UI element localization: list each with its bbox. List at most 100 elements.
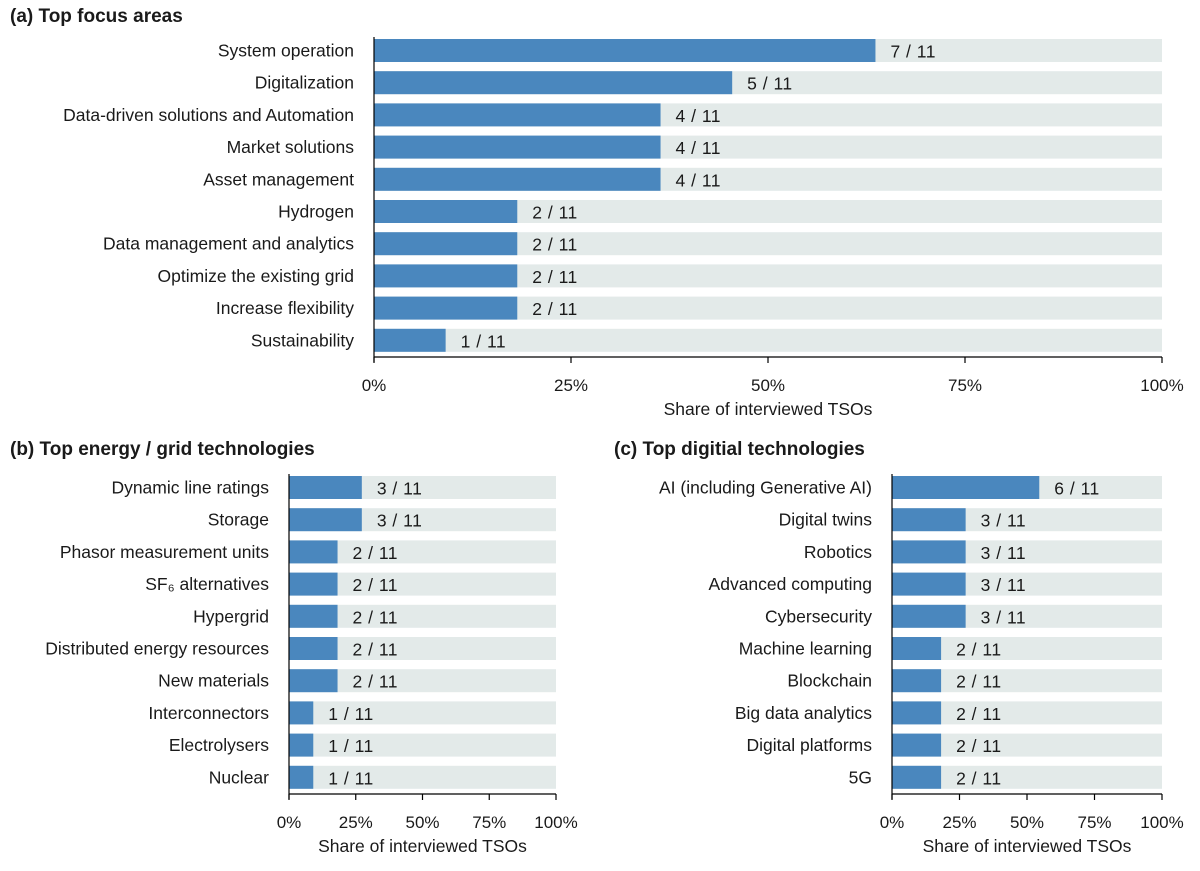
value-label: 2 / 11: [353, 575, 399, 595]
bar-row: Phasor measurement units 2 / 11: [60, 540, 556, 564]
category-label: Data-driven solutions and Automation: [63, 105, 354, 125]
x-tick-label: 75%: [948, 376, 982, 395]
bar-row: Electrolysers 1 / 11: [169, 733, 556, 757]
bar-row: Sustainability 1 / 11: [251, 328, 1162, 352]
value-label: 4 / 11: [676, 106, 722, 126]
chart-a: System operation 7 / 11 Digitalization 5 / …: [63, 37, 1184, 419]
bar-row: Increase flexibility 2 / 11: [216, 296, 1162, 320]
bar: [892, 637, 942, 660]
category-label: Nuclear: [209, 767, 269, 787]
category-label: Asset management: [203, 169, 354, 189]
bar-row: Data-driven solutions and Automation 4 / …: [63, 103, 1162, 127]
bar: [374, 167, 661, 191]
bar-row: Robotics 3 / 11: [804, 540, 1162, 564]
bar: [374, 232, 518, 256]
bar: [289, 637, 338, 660]
value-label: 3 / 11: [377, 479, 423, 499]
value-label: 2 / 11: [353, 672, 399, 692]
category-label: Robotics: [804, 542, 872, 562]
bar-row: Dynamic line ratings 3 / 11: [111, 476, 556, 499]
category-label: Digitalization: [255, 73, 354, 93]
category-label: AI (including Generative AI): [659, 478, 872, 498]
value-label: 2 / 11: [956, 768, 1002, 788]
value-label: 3 / 11: [981, 607, 1027, 627]
x-tick-label: 100%: [534, 813, 577, 832]
value-label: 3 / 11: [377, 511, 423, 531]
bar: [374, 296, 518, 320]
category-label: Phasor measurement units: [60, 542, 269, 562]
value-label: 2 / 11: [532, 267, 578, 287]
bar-row: Machine learning 2 / 11: [739, 637, 1162, 660]
bar-row: New materials 2 / 11: [158, 669, 556, 693]
bar-row: Blockchain 2 / 11: [787, 669, 1162, 693]
value-label: 4 / 11: [676, 138, 722, 158]
category-label: Advanced computing: [709, 574, 872, 594]
bar-row: Nuclear 1 / 11: [209, 765, 556, 789]
x-tick-label: 0%: [880, 813, 905, 832]
bar-row: Optimize the existing grid 2 / 11: [158, 264, 1162, 288]
category-label: Digital platforms: [747, 735, 873, 755]
bar-row: Market solutions 4 / 11: [227, 135, 1162, 159]
bar: [892, 669, 942, 693]
bar-track: [289, 637, 556, 660]
bar: [374, 200, 518, 223]
value-label: 2 / 11: [956, 672, 1002, 692]
value-label: 1 / 11: [328, 704, 374, 724]
value-label: 2 / 11: [353, 543, 399, 563]
bar-track: [289, 604, 556, 628]
bar-row: AI (including Generative AI) 6 / 11: [659, 476, 1162, 499]
value-label: 2 / 11: [532, 203, 578, 223]
bar-track: [374, 264, 1162, 288]
category-label: New materials: [158, 671, 269, 691]
bar-track: [892, 733, 1162, 757]
bar: [892, 572, 966, 596]
category-label: Increase flexibility: [216, 298, 354, 318]
bar-track: [374, 232, 1162, 256]
value-label: 1 / 11: [328, 736, 374, 756]
bar: [374, 103, 661, 127]
bar: [289, 604, 338, 628]
bar: [892, 540, 966, 564]
chart-c: AI (including Generative AI) 6 / 11 Digita…: [659, 474, 1184, 856]
value-label: 1 / 11: [461, 331, 507, 351]
bar-track: [892, 765, 1162, 789]
x-tick-label: 25%: [942, 813, 976, 832]
category-label: Dynamic line ratings: [111, 478, 269, 498]
value-label: 2 / 11: [532, 235, 578, 255]
category-label: Hydrogen: [278, 202, 354, 222]
x-tick-label: 25%: [554, 376, 588, 395]
value-label: 3 / 11: [981, 511, 1027, 531]
bar-row: Asset management 4 / 11: [203, 167, 1162, 191]
bar-row: Advanced computing 3 / 11: [709, 572, 1162, 596]
bar: [374, 328, 446, 352]
category-label: Hypergrid: [193, 606, 269, 626]
bar-row: Hypergrid 2 / 11: [193, 604, 556, 628]
value-label: 7 / 11: [890, 42, 936, 62]
category-label: Interconnectors: [148, 703, 269, 723]
category-label: 5G: [849, 767, 872, 787]
bar: [892, 476, 1040, 499]
bar-track: [289, 765, 556, 789]
category-label: SF₆ alternatives: [145, 574, 269, 594]
bar-row: Distributed energy resources 2 / 11: [45, 637, 556, 660]
bar-track: [289, 572, 556, 596]
bar-track: [374, 200, 1162, 223]
bar-row: Hydrogen 2 / 11: [278, 200, 1162, 223]
value-label: 6 / 11: [1054, 479, 1100, 499]
value-label: 5 / 11: [747, 74, 793, 94]
x-tick-label: 75%: [1077, 813, 1111, 832]
x-tick-label: 50%: [751, 376, 785, 395]
bar-row: 5G 2 / 11: [849, 765, 1162, 789]
bar-row: Storage 3 / 11: [208, 508, 556, 532]
bar: [374, 264, 518, 288]
category-label: System operation: [218, 41, 354, 61]
value-label: 2 / 11: [956, 704, 1002, 724]
bar: [289, 540, 338, 564]
bar-row: System operation 7 / 11: [218, 39, 1162, 62]
bar-track: [289, 669, 556, 693]
bar: [289, 508, 362, 532]
bar-row: Big data analytics 2 / 11: [735, 701, 1162, 725]
bar-track: [374, 328, 1162, 352]
bar: [892, 604, 966, 628]
